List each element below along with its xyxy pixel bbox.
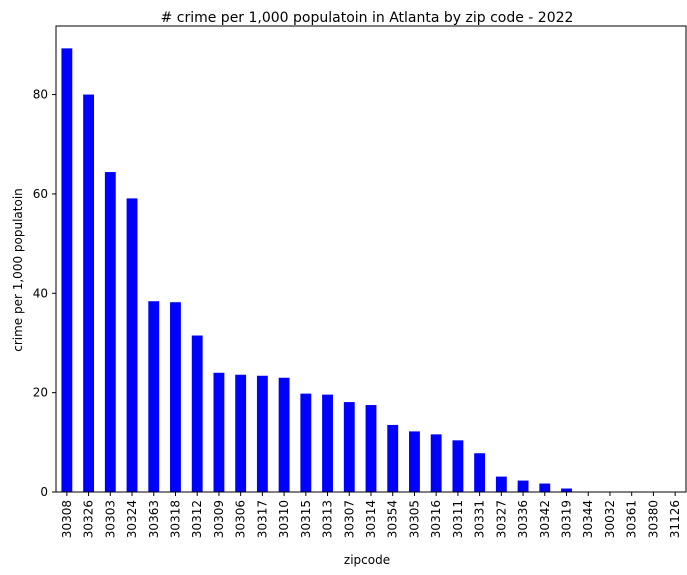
x-tick-label: 30309: [212, 500, 226, 538]
y-tick-label: 80: [33, 88, 48, 102]
bar-30305: [409, 431, 420, 492]
bar-30354: [387, 424, 399, 492]
y-axis-label: crime per 1,000 populatoin: [11, 188, 25, 352]
y-tick-label: 60: [33, 187, 48, 201]
chart-title: # crime per 1,000 populatoin in Atlanta …: [161, 10, 574, 26]
y-tick-label: 20: [33, 386, 48, 400]
x-ticks-group: 30308 30326 30303 30324 30363 30318 30312 30309…: [60, 492, 682, 538]
x-tick-label: 30307: [342, 500, 356, 538]
x-axis-label: zipcode: [344, 553, 390, 567]
x-tick-label: 30316: [429, 500, 443, 538]
bar-30342: [539, 483, 551, 492]
bar-30313: [322, 394, 333, 492]
bar-30317: [256, 375, 268, 492]
plot-frame: [55, 25, 687, 493]
x-tick-label: 30344: [581, 500, 595, 538]
x-tick-label: 30308: [60, 500, 74, 538]
bar-30316: [430, 434, 442, 492]
x-tick-label: 30313: [321, 500, 335, 538]
x-tick-label: 30324: [125, 500, 139, 538]
y-ticks-group: 0 20 40 60 80: [33, 88, 56, 499]
bars-group: [61, 48, 681, 493]
bar-30324: [126, 198, 138, 492]
x-tick-label: 30331: [473, 500, 487, 538]
x-tick-label: 30318: [168, 500, 182, 538]
x-tick-label: 30315: [299, 500, 313, 538]
x-tick-label: 30363: [147, 500, 161, 538]
x-tick-label: 30336: [516, 500, 530, 538]
x-tick-label: 30306: [234, 500, 248, 538]
x-tick-label: 30312: [190, 500, 204, 538]
bar-30327: [495, 476, 507, 492]
x-tick-label: 30311: [451, 500, 465, 538]
bar-30326: [83, 94, 95, 492]
x-tick-label: 30314: [364, 500, 378, 538]
bar-30318: [170, 302, 181, 492]
x-tick-label: 30342: [538, 500, 552, 538]
y-tick-label: 40: [33, 286, 48, 300]
x-tick-label: 30319: [560, 500, 574, 538]
bar-30319: [561, 488, 572, 492]
x-tick-label: 30380: [646, 500, 660, 538]
x-tick-label: 30032: [603, 500, 617, 538]
bar-30307: [343, 402, 355, 492]
x-tick-label: 30305: [407, 500, 421, 538]
x-tick-label: 30326: [82, 500, 96, 538]
bar-30314: [365, 405, 377, 492]
bar-30336: [517, 480, 529, 492]
bar-30308: [61, 48, 73, 493]
bar-30306: [235, 374, 247, 492]
y-tick-label: 0: [40, 485, 48, 499]
x-tick-label: 30303: [103, 500, 117, 538]
x-tick-label: 30354: [386, 500, 400, 538]
x-tick-label: 30317: [255, 500, 269, 538]
x-tick-label: 30310: [277, 500, 291, 538]
bar-30315: [300, 393, 312, 492]
bar-30311: [452, 440, 464, 492]
x-tick-label: 31126: [668, 500, 682, 538]
x-tick-label: 30361: [625, 500, 639, 538]
bar-30309: [213, 372, 225, 492]
bar-30363: [148, 301, 160, 492]
x-tick-label: 30327: [494, 500, 508, 538]
bar-30312: [191, 335, 203, 492]
bar-30303: [104, 172, 116, 492]
bar-30310: [278, 377, 290, 492]
bar-30331: [474, 453, 486, 492]
